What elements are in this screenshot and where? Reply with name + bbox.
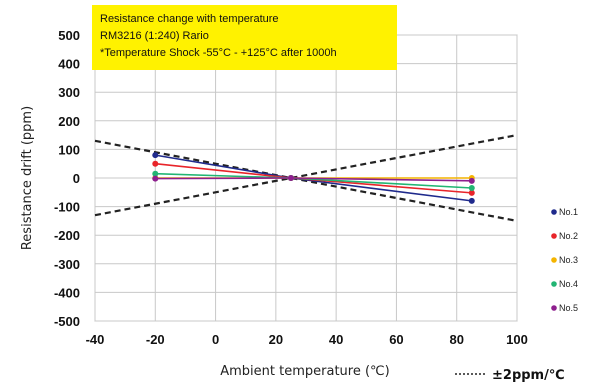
chart-title-line-1: Resistance change with temperature [100,13,279,25]
legend-item: No.1 [551,207,578,217]
x-tick-label: -20 [146,332,165,347]
reference-lines [94,134,518,222]
series-group [152,152,475,204]
x-tick-labels: -40 -20 0 20 40 60 80 100 [86,332,528,347]
y-tick-label: -300 [54,257,80,272]
reference-line-2 [94,134,518,217]
y-tick-label: 200 [58,114,80,129]
reference-legend-label: ±2ppm/℃ [492,368,565,383]
y-tick-label: 100 [58,142,80,157]
legend-label: No.1 [559,207,578,217]
y-tick-label: -100 [54,200,80,215]
data-point [287,175,294,181]
chart-title-line-3: *Temperature Shock -55°C - +125°C after … [100,47,337,59]
x-tick-label: 60 [389,332,403,347]
legend-label: No.2 [559,231,578,241]
data-point [468,177,475,184]
data-point [468,189,475,196]
legend-item: No.4 [551,279,578,289]
legend-marker [551,209,557,215]
x-axis-title: Ambient temperature (℃) [220,364,389,379]
legend-item: No.3 [551,255,578,265]
y-tick-label: -500 [54,314,80,329]
y-tick-label: 0 [73,171,80,186]
legend-marker [551,281,557,287]
data-point [152,160,159,167]
legend: No.1 No.2 No.3 No.4 No.5 [551,207,578,313]
reference-line-1 [94,139,518,222]
y-tick-labels: 500 400 300 200 100 0 -100 -200 -300 -400 -500 [54,28,80,329]
series-5 [152,175,475,184]
y-tick-label: 500 [58,28,80,43]
x-tick-label: 100 [506,332,528,347]
legend-item: No.2 [551,231,578,241]
reference-legend: ±2ppm/℃ [455,368,565,383]
data-point [152,175,159,182]
data-point [152,152,159,159]
x-tick-label: 20 [269,332,283,347]
legend-marker [551,305,557,311]
data-point [468,197,475,204]
legend-label: No.4 [559,279,578,289]
legend-item: No.5 [551,303,578,313]
legend-label: No.3 [559,255,578,265]
x-tick-label: 0 [212,332,219,347]
legend-marker [551,257,557,263]
y-axis-title: Resistance drift (ppm) [20,106,35,250]
x-tick-label: -40 [86,332,105,347]
chart-title-box: Resistance change with temperature RM321… [92,5,397,70]
y-tick-label: -200 [54,228,80,243]
y-tick-label: -400 [54,285,80,300]
legend-label: No.5 [559,303,578,313]
data-point [152,170,159,177]
y-tick-label: 300 [58,85,80,100]
y-tick-label: 400 [58,57,80,72]
x-tick-label: 80 [449,332,463,347]
data-point [468,185,475,192]
chart-title-line-2: RM3216 (1:240) Rario [100,30,209,42]
x-tick-label: 40 [329,332,343,347]
legend-marker [551,233,557,239]
